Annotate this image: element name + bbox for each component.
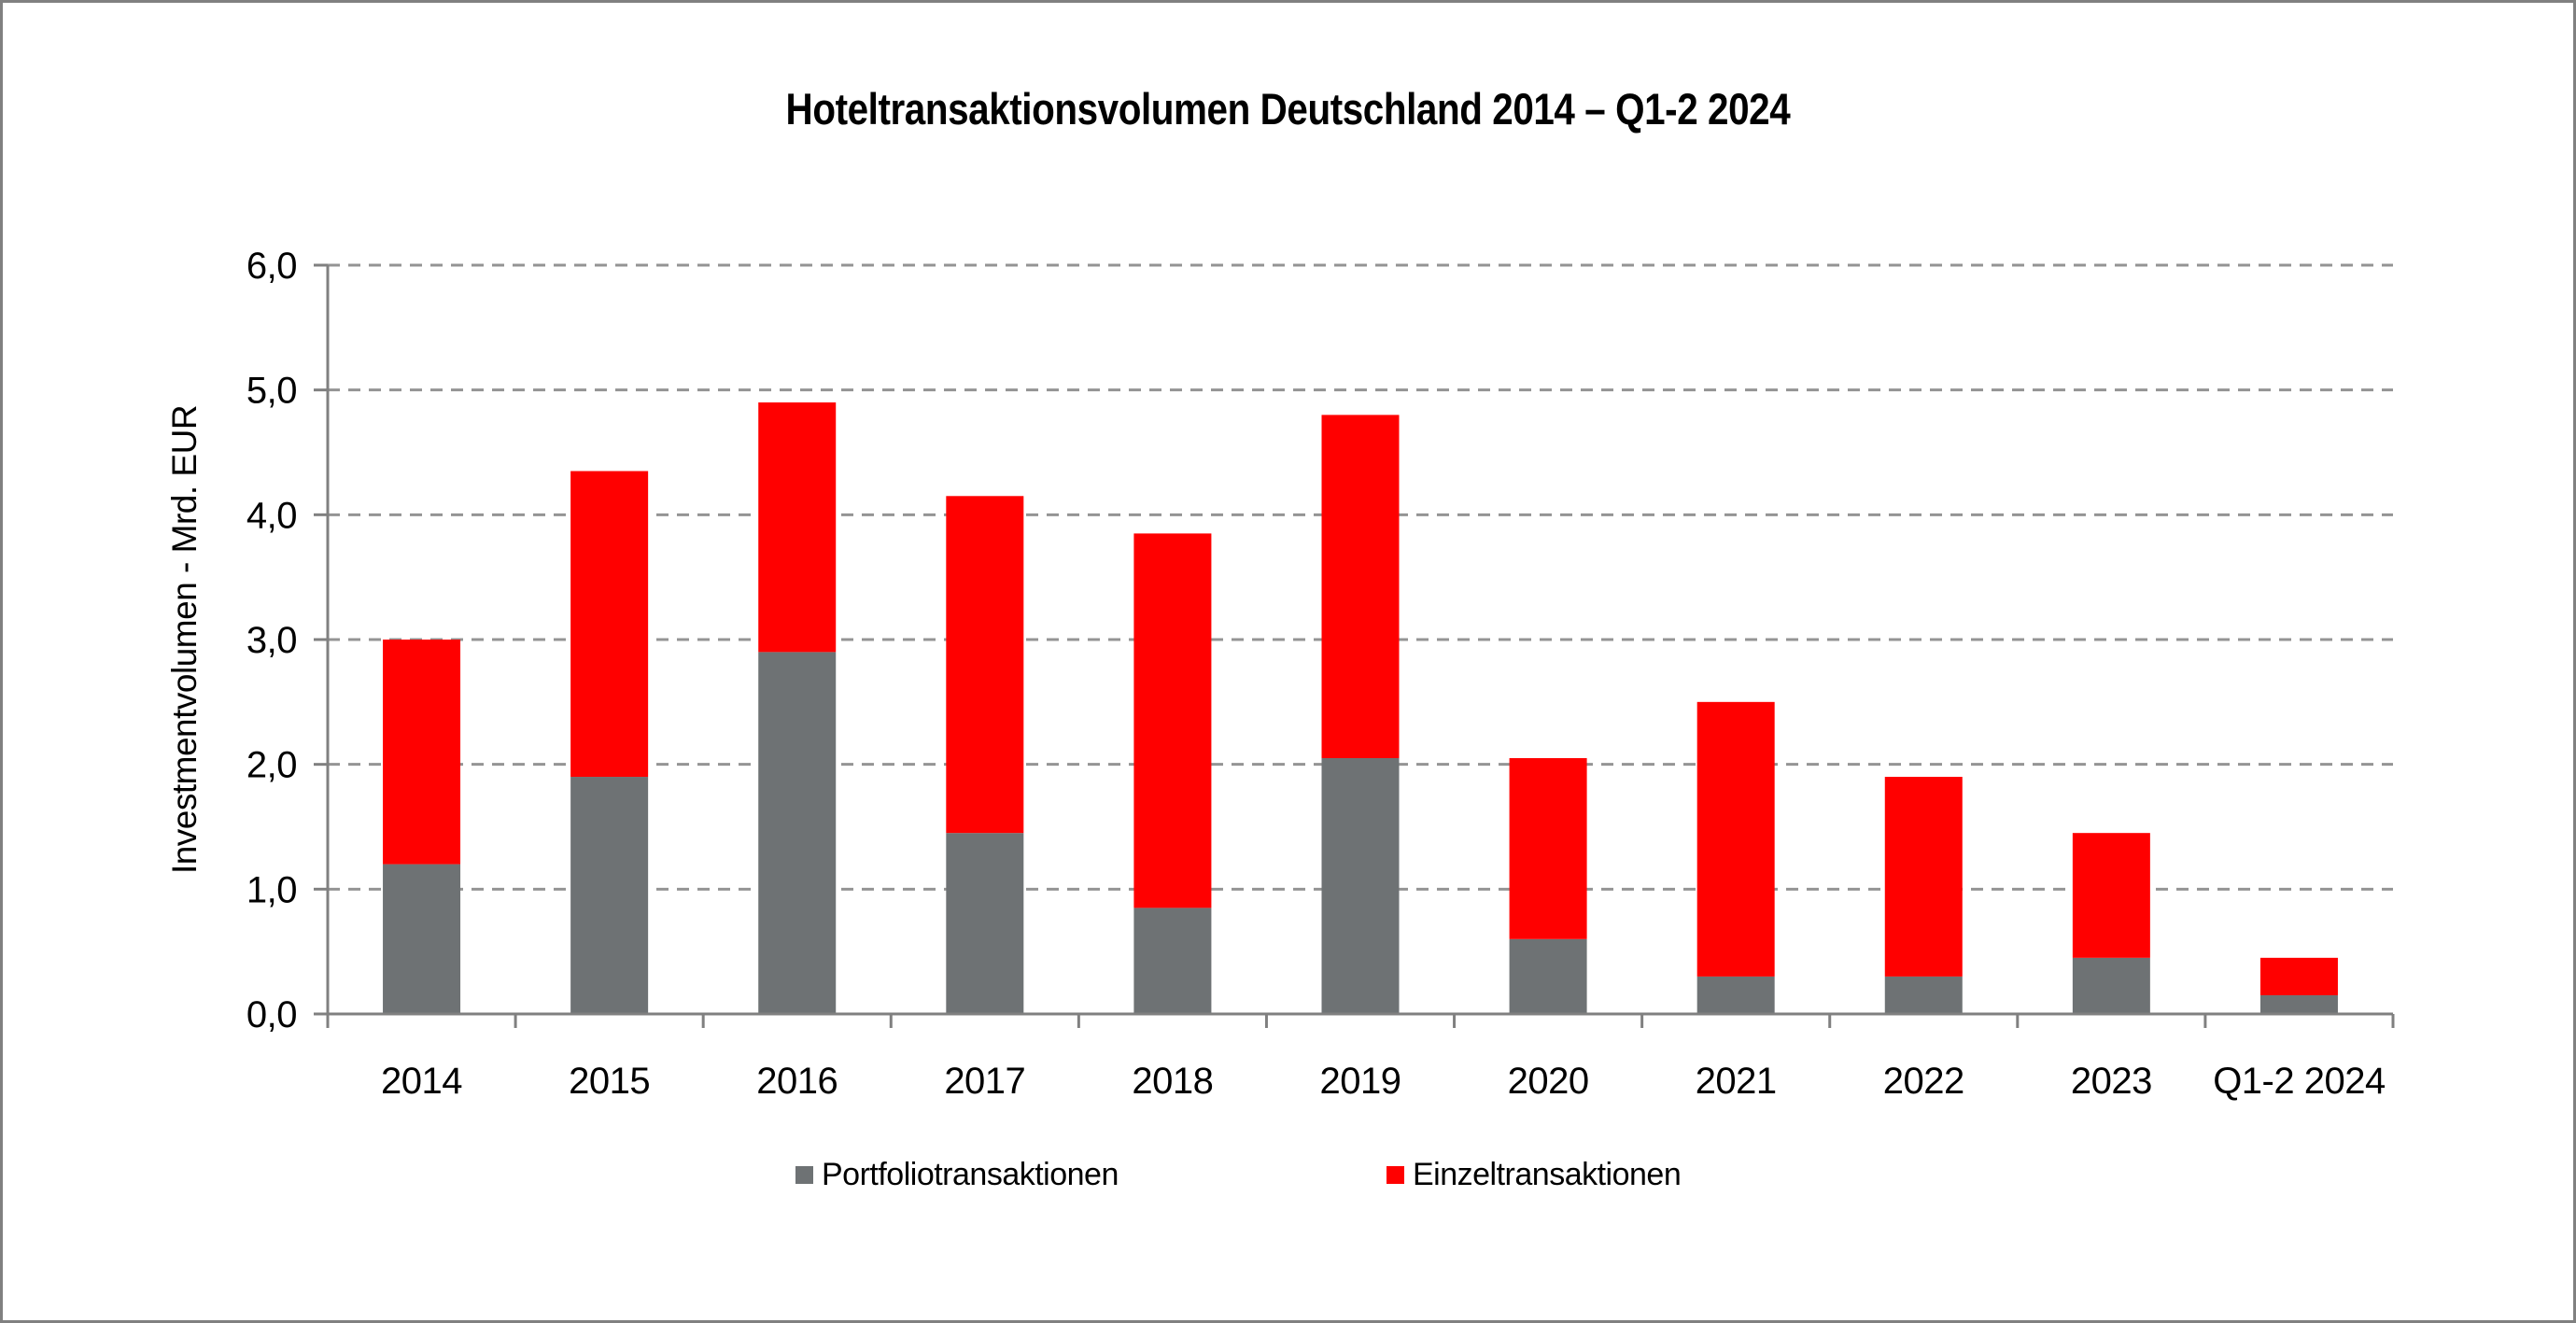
chart-title-text: Hoteltransaktionsvolumen Deutschland 201…: [785, 84, 1791, 134]
bar-portfolio-2019: [1321, 757, 1400, 1014]
x-tick-label: 2014: [381, 1061, 462, 1102]
bar-portfolio-2017: [946, 833, 1024, 1014]
bar-portfolio-q1-2-2024: [2259, 994, 2338, 1014]
x-tick-label: 2023: [2071, 1061, 2152, 1102]
legend-item-einzeltransaktionen: Einzeltransaktionen: [1387, 1157, 1682, 1193]
bar-einzel-2023: [2072, 833, 2150, 958]
einzel-swatch: [1387, 1166, 1404, 1184]
bar-portfolio-2023: [2072, 957, 2150, 1014]
bar-portfolio-2022: [1884, 976, 1963, 1014]
y-tick-label: 1,0: [246, 869, 297, 910]
bar-einzel-2020: [1509, 757, 1587, 939]
bar-portfolio-2021: [1696, 976, 1775, 1014]
bar-einzel-2017: [946, 496, 1024, 834]
bar-portfolio-2015: [570, 777, 649, 1014]
bar-einzel-q1-2-2024: [2259, 957, 2338, 995]
bar-einzel-2018: [1133, 533, 1212, 908]
legend-label-portfolio: Portfoliotransaktionen: [822, 1157, 1119, 1192]
x-tick-label: Q1-2 2024: [2213, 1061, 2386, 1102]
legend-item-portfoliotransaktionen: Portfoliotransaktionen: [795, 1157, 1119, 1193]
x-tick-label: 2022: [1883, 1061, 1964, 1102]
bar-portfolio-2020: [1509, 938, 1587, 1014]
x-tick-label: 2017: [944, 1061, 1025, 1102]
bar-einzel-2016: [758, 402, 837, 653]
x-tick-label: 2018: [1132, 1061, 1213, 1102]
bar-einzel-2014: [383, 640, 461, 865]
x-tick-label: 2019: [1320, 1061, 1401, 1102]
bar-einzel-2019: [1321, 415, 1400, 758]
y-tick-label: 5,0: [246, 371, 297, 412]
y-tick-label: 2,0: [246, 745, 297, 786]
x-tick-label: 2020: [1508, 1061, 1589, 1102]
x-tick-label: 2015: [569, 1061, 650, 1102]
y-tick-label: 4,0: [246, 495, 297, 536]
y-tick-label: 6,0: [246, 246, 297, 287]
x-tick-label: 2016: [756, 1061, 838, 1102]
bar-einzel-2021: [1696, 701, 1775, 977]
bar-einzel-2022: [1884, 777, 1963, 977]
y-tick-label: 0,0: [246, 994, 297, 1035]
legend-label-einzel: Einzeltransaktionen: [1413, 1157, 1682, 1192]
bar-portfolio-2018: [1133, 908, 1212, 1014]
legend: Portfoliotransaktionen Einzeltransaktion…: [3, 1157, 2573, 1198]
y-tick-label: 3,0: [246, 620, 297, 661]
chart-title: Hoteltransaktionsvolumen Deutschland 201…: [3, 83, 2573, 134]
portfolio-swatch: [795, 1166, 813, 1184]
bar-portfolio-2014: [383, 864, 461, 1014]
bar-einzel-2015: [570, 471, 649, 778]
bar-portfolio-2016: [758, 652, 837, 1014]
x-tick-label: 2021: [1696, 1061, 1777, 1102]
plot-area: 0,0 1,0 2,0 3,0 4,0 5,0 6,0 2014 2015 2016 2017 201…: [246, 246, 2395, 1102]
